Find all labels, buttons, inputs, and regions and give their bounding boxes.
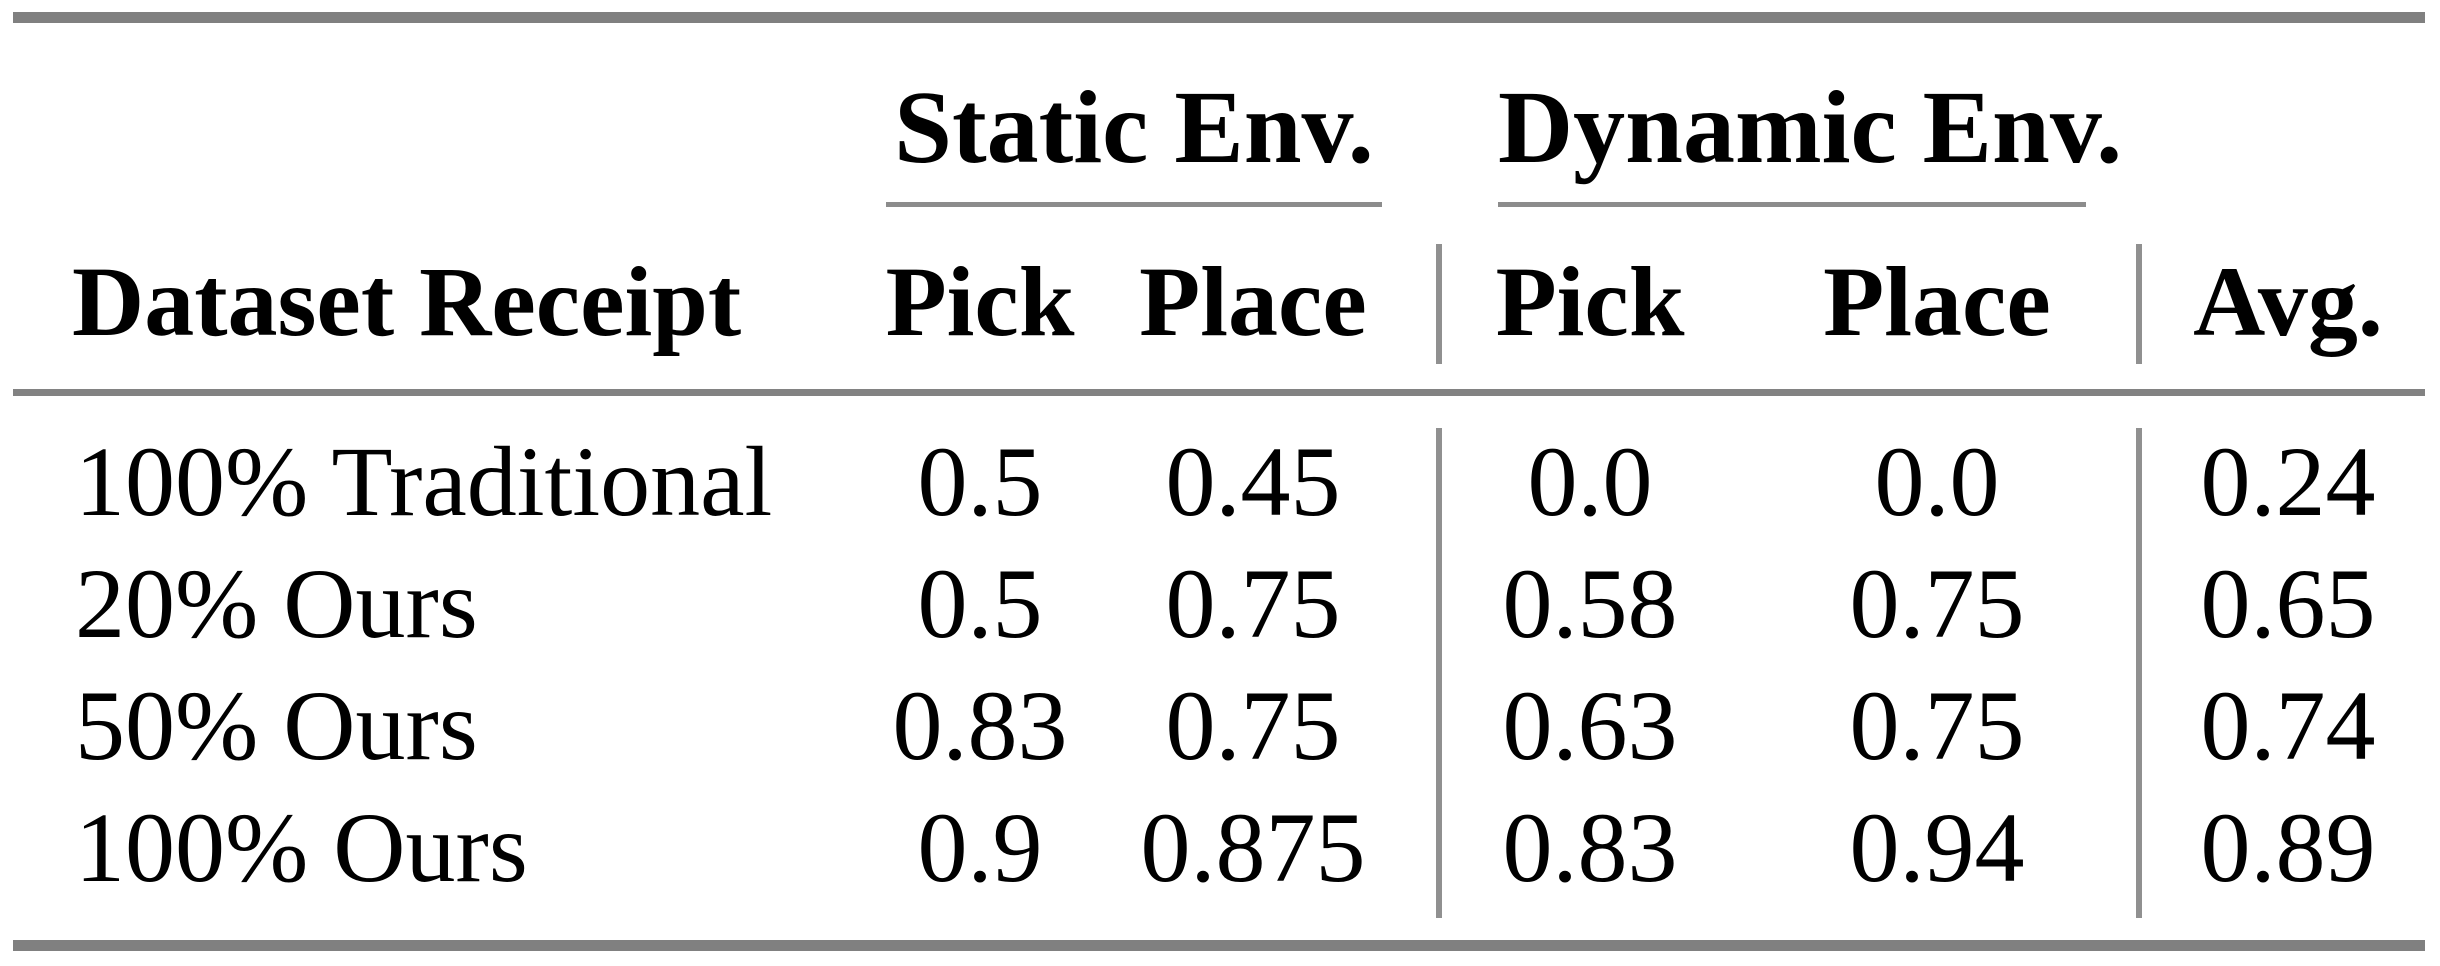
- cell-50ours-dynamic-place: 0.75: [1849, 670, 2025, 781]
- cell-traditional-static-pick: 0.5: [917, 426, 1043, 537]
- cell-100ours-avg: 0.89: [2200, 792, 2376, 903]
- cell-20ours-static-place: 0.75: [1165, 548, 1341, 659]
- top-rule: [13, 12, 2425, 23]
- row-label-50-ours: 50% Ours: [75, 670, 478, 781]
- cell-20ours-dynamic-pick: 0.58: [1502, 548, 1678, 659]
- cell-100ours-dynamic-place: 0.94: [1849, 792, 2025, 903]
- column-header-dynamic-place: Place: [1823, 246, 2051, 357]
- vertical-rule-static-dynamic-header: [1436, 244, 1442, 364]
- group-header-dynamic-env: Dynamic Env.: [1498, 70, 2123, 185]
- column-header-avg: Avg.: [2193, 246, 2383, 357]
- cell-50ours-static-place: 0.75: [1165, 670, 1341, 781]
- vertical-rule-avg-header: [2136, 244, 2142, 364]
- row-label-100-traditional: 100% Traditional: [75, 426, 773, 537]
- row-label-20-ours: 20% Ours: [75, 548, 478, 659]
- cell-20ours-avg: 0.65: [2200, 548, 2376, 659]
- static-env-cmidrule: [886, 202, 1382, 207]
- cell-20ours-static-pick: 0.5: [917, 548, 1043, 659]
- cell-20ours-dynamic-place: 0.75: [1849, 548, 2025, 659]
- cell-traditional-dynamic-pick: 0.0: [1527, 426, 1653, 537]
- cell-50ours-static-pick: 0.83: [892, 670, 1068, 781]
- cell-100ours-static-pick: 0.9: [917, 792, 1043, 903]
- group-header-static-env: Static Env.: [894, 70, 1374, 185]
- column-header-dataset-receipt: Dataset Receipt: [72, 246, 742, 357]
- column-header-dynamic-pick: Pick: [1495, 246, 1685, 357]
- row-label-100-ours: 100% Ours: [75, 792, 528, 903]
- header-midrule: [13, 389, 2425, 396]
- cell-100ours-static-place: 0.875: [1140, 792, 1366, 903]
- bottom-rule: [13, 940, 2425, 951]
- cell-100ours-dynamic-pick: 0.83: [1502, 792, 1678, 903]
- vertical-rule-avg-body: [2136, 428, 2142, 918]
- cell-50ours-avg: 0.74: [2200, 670, 2376, 781]
- vertical-rule-static-dynamic-body: [1436, 428, 1442, 918]
- cell-traditional-static-place: 0.45: [1165, 426, 1341, 537]
- column-header-static-place: Place: [1139, 246, 1367, 357]
- column-header-static-pick: Pick: [885, 246, 1075, 357]
- cell-traditional-avg: 0.24: [2200, 426, 2376, 537]
- cell-50ours-dynamic-pick: 0.63: [1502, 670, 1678, 781]
- dynamic-env-cmidrule: [1498, 202, 2086, 207]
- cell-traditional-dynamic-place: 0.0: [1874, 426, 2000, 537]
